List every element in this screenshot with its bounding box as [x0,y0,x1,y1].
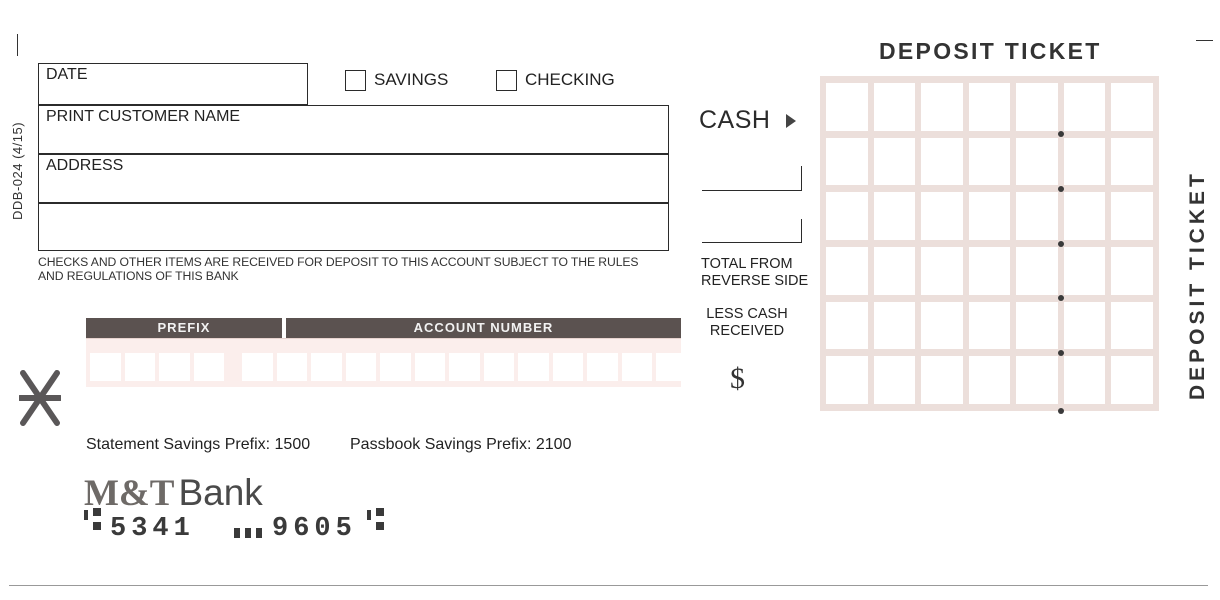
svg-text:5341: 5341 [110,514,195,542]
svg-text:9605: 9605 [272,514,357,542]
